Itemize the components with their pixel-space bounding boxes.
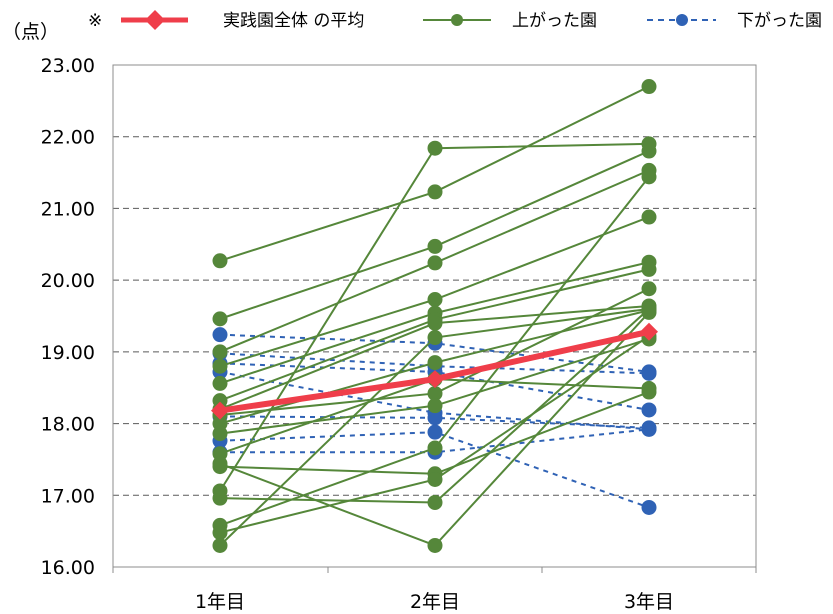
x-axis: 1年目 2年目 3年目 <box>112 567 757 613</box>
down-series-point <box>641 365 657 381</box>
y-tick-label: 22.00 <box>41 127 95 149</box>
up-series-point <box>427 238 443 254</box>
legend-down-label: 下がった園 <box>737 11 822 31</box>
up-series-point <box>641 209 657 225</box>
plot-area <box>112 64 757 568</box>
legend-note: ※ <box>88 11 102 31</box>
y-tick-label: 18.00 <box>41 414 95 436</box>
up-series-point <box>427 330 443 346</box>
down-series-point <box>427 424 443 440</box>
up-series-point <box>212 490 228 506</box>
legend-up-marker <box>451 14 463 26</box>
y-tick-label: 17.00 <box>41 485 95 507</box>
up-series-point <box>641 79 657 95</box>
up-series-point <box>427 472 443 488</box>
up-series-point <box>641 304 657 320</box>
up-series-point <box>212 358 228 374</box>
down-series-line <box>219 370 650 431</box>
average-series-group <box>211 322 658 420</box>
down-series-line <box>219 415 650 429</box>
up-series-point <box>641 384 657 400</box>
up-series-point <box>427 184 443 200</box>
up-series-point <box>427 355 443 371</box>
legend-up-label: 上がった園 <box>512 11 597 31</box>
legend-average-marker <box>145 10 165 30</box>
up-series-point <box>427 537 443 553</box>
down-series-point <box>641 402 657 418</box>
legend: ※ 実践園全体 の平均 上がった園 下がった園 <box>88 10 822 31</box>
y-tick-label: 16.00 <box>41 557 95 579</box>
up-series-point <box>212 525 228 541</box>
down-series-line <box>219 362 650 411</box>
up-series-point <box>212 253 228 269</box>
y-tick-label: 21.00 <box>41 198 95 220</box>
average-series-point <box>640 322 658 341</box>
up-series-point <box>427 385 443 401</box>
down-series-line <box>219 431 650 509</box>
average-series-point <box>426 370 444 389</box>
x-tick-label: 2年目 <box>410 591 460 613</box>
up-series-point <box>641 281 657 297</box>
legend-average-label: 実践園全体 の平均 <box>223 11 364 31</box>
up-series-point <box>212 426 228 442</box>
up-series-point <box>427 255 443 271</box>
up-series-point <box>427 398 443 414</box>
down-series-point <box>641 499 657 515</box>
up-series-point <box>641 261 657 277</box>
up-series-point <box>641 169 657 185</box>
down-series-point <box>427 410 443 426</box>
down-series-point <box>641 421 657 437</box>
unit-label: （点） <box>2 21 59 43</box>
up-series-point <box>212 344 228 360</box>
up-series-point <box>641 136 657 152</box>
down-series-line <box>219 352 650 375</box>
up-series-point <box>427 292 443 308</box>
up-series-group <box>212 79 657 553</box>
down-series-line <box>219 333 650 373</box>
up-series-point <box>212 456 228 472</box>
up-series-point <box>212 537 228 553</box>
up-series-point <box>427 494 443 510</box>
up-series-point <box>427 315 443 331</box>
down-series-point <box>212 327 228 343</box>
up-series-point <box>427 440 443 456</box>
y-axis: 16.00 17.00 18.00 19.00 20.00 21.00 22.00 23.00 <box>41 55 95 579</box>
up-series-line <box>219 85 650 262</box>
x-tick-label: 1年目 <box>195 591 245 613</box>
legend-down-marker <box>676 14 688 26</box>
up-series-point <box>212 311 228 327</box>
average-series-point <box>211 401 229 420</box>
x-tick-label: 3年目 <box>624 591 674 613</box>
up-series-point <box>427 140 443 156</box>
up-series-point <box>212 375 228 391</box>
y-tick-label: 19.00 <box>41 342 95 364</box>
y-tick-label: 23.00 <box>41 55 95 77</box>
y-tick-label: 20.00 <box>41 270 95 292</box>
